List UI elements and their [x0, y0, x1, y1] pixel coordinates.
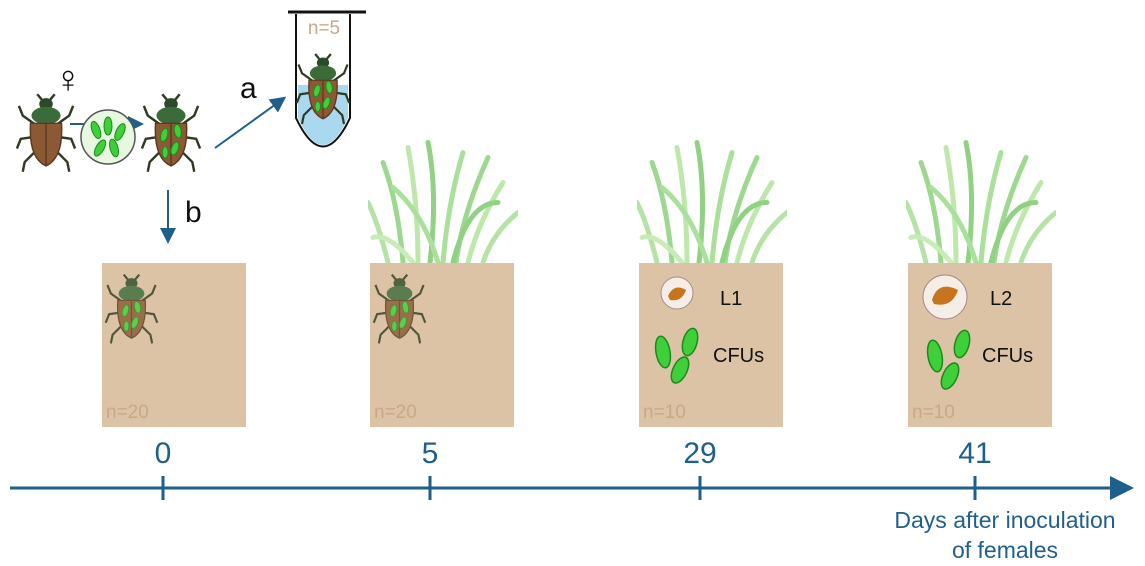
stage-label: L2 [990, 288, 1012, 310]
bacteria-label: CFUs [713, 345, 764, 367]
day-label: 5 [422, 437, 439, 470]
tube [295, 14, 351, 148]
axis-label: Days after inoculation [894, 507, 1115, 533]
route-label: b [185, 196, 202, 229]
grass [368, 143, 518, 263]
axis-label: of females [952, 537, 1058, 563]
tube-label: n=5 [308, 18, 340, 39]
grass [637, 143, 787, 263]
stage-label: L1 [720, 288, 742, 310]
day-label: 0 [155, 437, 172, 470]
larva [660, 274, 968, 320]
day-label: 29 [683, 437, 716, 470]
arrow [214, 96, 287, 149]
female-symbol: ♀ [54, 59, 83, 101]
cfu [654, 327, 971, 390]
beetle [140, 93, 202, 173]
sample-size: n=10 [912, 402, 955, 423]
day-label: 41 [958, 437, 991, 470]
sample-size: n=10 [643, 402, 686, 423]
grass [906, 143, 1056, 263]
route-label: a [240, 72, 257, 105]
beetle [15, 93, 77, 173]
sample-size: n=20 [106, 402, 149, 423]
tick [161, 476, 977, 500]
sample-size: n=20 [374, 402, 417, 423]
bacteria-label: CFUs [982, 345, 1033, 367]
bacteria [90, 116, 126, 158]
